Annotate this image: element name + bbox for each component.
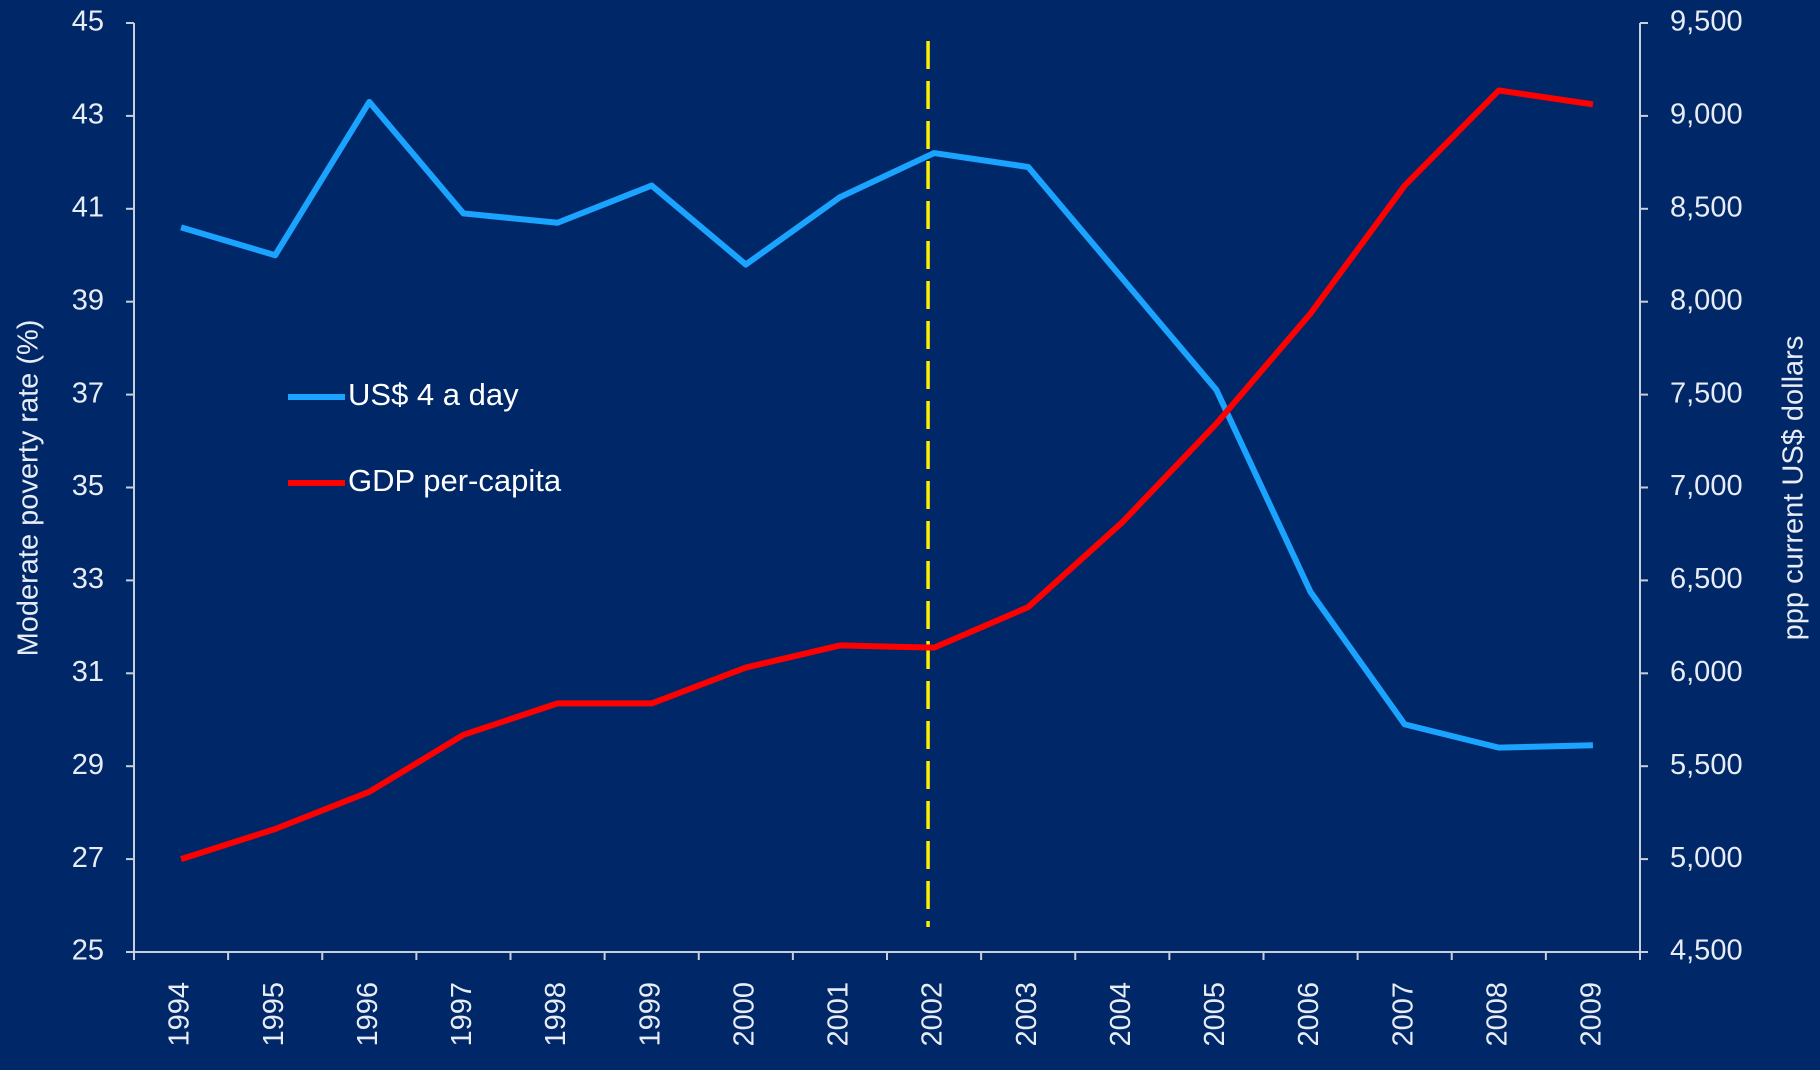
y2-tick-label: 9,000	[1670, 99, 1743, 131]
x-tick-label: 2009	[1576, 982, 1608, 1047]
legend-label: GDP per-capita	[348, 463, 562, 498]
y2-tick-label: 5,500	[1670, 749, 1743, 781]
y2-tick-label: 7,000	[1670, 470, 1743, 502]
x-tick-label: 2008	[1481, 982, 1513, 1047]
x-tick-label: 1997	[446, 982, 478, 1047]
x-tick-label: 2007	[1387, 982, 1419, 1047]
series-line	[180, 87, 1594, 862]
y2-tick-label: 4,500	[1670, 935, 1743, 967]
y-tick-label: 37	[72, 377, 104, 409]
y-tick-label: 41	[72, 191, 104, 223]
x-tick-label: 1995	[258, 982, 290, 1047]
x-tick-label: 2002	[917, 982, 949, 1047]
y-tick-label: 43	[72, 99, 104, 131]
series-line	[180, 98, 1594, 751]
x-tick-label: 1996	[352, 982, 384, 1047]
y2-tick-label: 7,500	[1670, 377, 1743, 409]
y-tick-label: 45	[72, 6, 104, 38]
y2-tick-label: 6,000	[1670, 656, 1743, 688]
y2-tick-label: 5,000	[1670, 842, 1743, 874]
x-tick-label: 2004	[1105, 982, 1137, 1047]
y-tick-label: 25	[72, 935, 104, 967]
y2-axis-label: ppp current US$ dollars	[1778, 336, 1810, 641]
x-tick-label: 1998	[540, 982, 572, 1047]
y2-tick-label: 8,000	[1670, 284, 1743, 316]
y2-tick-label: 9,500	[1670, 6, 1743, 38]
y-axis-label: Moderate poverty rate (%)	[13, 320, 45, 657]
x-tick-label: 2000	[728, 982, 760, 1047]
y2-tick-label: 6,500	[1670, 563, 1743, 595]
y-tick-label: 35	[72, 470, 104, 502]
x-tick-label: 2005	[1199, 982, 1231, 1047]
x-tick-label: 1994	[164, 982, 196, 1047]
y-tick-label: 29	[72, 749, 104, 781]
y2-tick-label: 8,500	[1670, 191, 1743, 223]
x-tick-label: 2001	[823, 982, 855, 1047]
y-tick-label: 39	[72, 284, 104, 316]
x-tick-label: 2006	[1293, 982, 1325, 1047]
y-tick-label: 33	[72, 563, 104, 595]
x-tick-label: 2003	[1011, 982, 1043, 1047]
x-tick-label: 1999	[634, 982, 666, 1047]
legend-label: US$ 4 a day	[348, 377, 519, 412]
y-tick-label: 27	[72, 842, 104, 874]
y-tick-label: 31	[72, 656, 104, 688]
